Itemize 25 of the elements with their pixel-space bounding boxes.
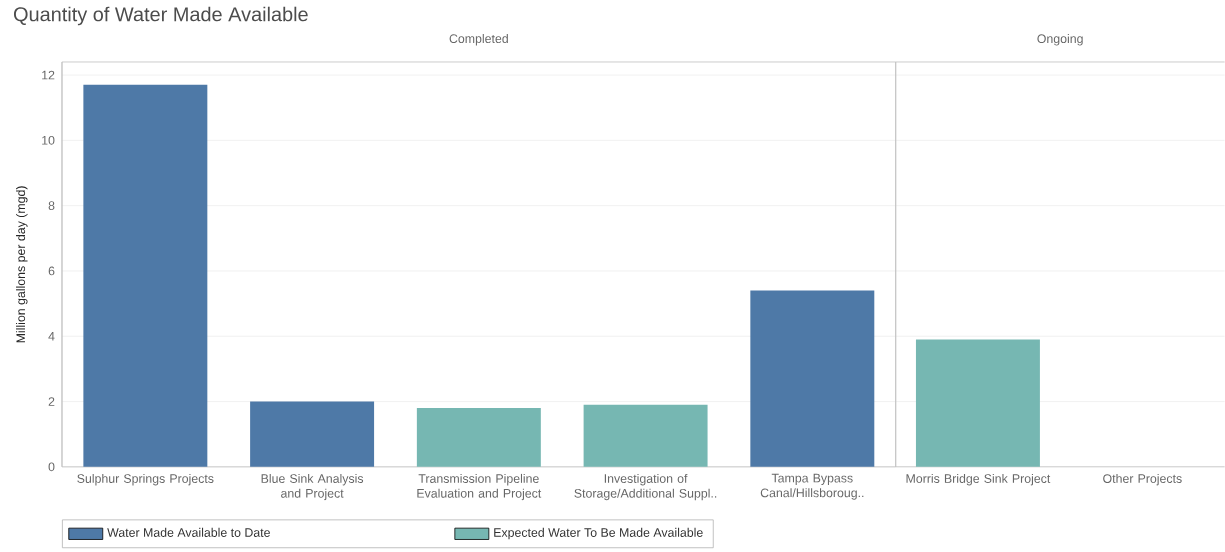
y-tick-label: 12 [42, 70, 55, 80]
bar [583, 404, 708, 467]
y-tick-label: 4 [48, 332, 55, 341]
y-tick-label: 0 [48, 462, 55, 472]
legend-label: Water Made Available to Date [107, 527, 270, 538]
x-tick-label: Sulphur Springs Projects [77, 473, 214, 486]
bar [250, 401, 375, 467]
x-tick-label: Transmission Pipeline Evaluation and Project [417, 473, 542, 501]
chart-title: Quantity of Water Made Available [13, 6, 308, 26]
legend-label: Expected Water To Be Made Available [494, 527, 703, 540]
x-tick-label: Tampa Bypass Canal/Hillsboroug.. [760, 473, 864, 500]
y-tick-label: 2 [48, 397, 55, 406]
x-tick-label: Other Projects [1103, 473, 1182, 486]
x-tick-label: Investigation of Storage/Additional Suppl.. [574, 473, 717, 501]
chart-title: Ongoing [1037, 34, 1083, 46]
bar [750, 290, 875, 467]
bar [416, 408, 541, 467]
x-tick-label: Blue Sink Analysis and Project [261, 473, 364, 501]
y-axis-title: Million gallons per day (mgd) [16, 186, 28, 343]
y-tick-label: 10 [42, 136, 55, 145]
y-tick-label: 8 [48, 201, 55, 211]
chart-subtitle: Completed [449, 34, 508, 46]
bar [83, 84, 208, 467]
x-tick-label: Morris Bridge Sink Project [906, 473, 1051, 486]
y-tick-label: 6 [48, 266, 55, 276]
